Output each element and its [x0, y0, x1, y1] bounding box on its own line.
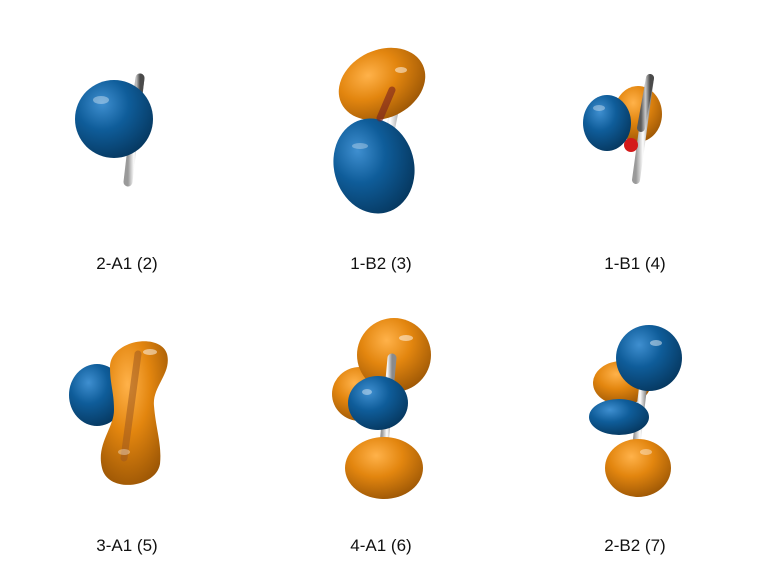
bond-stick	[637, 74, 654, 132]
lobe-highlight	[593, 105, 605, 111]
bond-stick	[120, 350, 142, 462]
orbital-panel-2b2: 2-B2 (7)	[508, 282, 762, 564]
orbital-panel-1b1: 1-B1 (4)	[508, 0, 762, 282]
orbital-label: 1-B2 (3)	[350, 254, 412, 273]
orbital-3a1-render	[69, 341, 168, 485]
negative-lobe	[583, 95, 631, 151]
lobe-highlight	[352, 143, 368, 149]
lobe-highlight	[362, 389, 372, 395]
lobe-highlight	[650, 340, 662, 346]
orbital-1b2-render	[333, 47, 426, 214]
orbital-panel-1b2: 1-B2 (3)	[254, 0, 508, 282]
lobe-highlight	[640, 449, 652, 455]
orbital-label: 2-B2 (7)	[604, 536, 666, 555]
orbital-label: 2-A1 (2)	[96, 254, 158, 273]
orbital-panel-2a1: 2-A1 (2)	[0, 0, 254, 282]
lobe-highlight	[143, 349, 157, 355]
negative-lobe	[348, 376, 408, 430]
positive-lobe	[338, 47, 426, 121]
lobe-highlight	[395, 67, 407, 73]
orbital-panel-4a1: 4-A1 (6)	[254, 282, 508, 564]
negative-lobe	[616, 325, 682, 391]
oxygen-atom	[624, 138, 638, 152]
lobe-highlight	[118, 449, 130, 455]
orbital-label: 1-B1 (4)	[604, 254, 666, 273]
orbital-2b2-render	[589, 325, 682, 497]
lobe-highlight	[93, 96, 109, 104]
negative-lobe	[75, 80, 153, 158]
lobe-highlight	[399, 335, 413, 341]
orbital-label: 4-A1 (6)	[350, 536, 412, 555]
orbital-panel-3a1: 3-A1 (5)	[0, 282, 254, 564]
negative-lobe	[589, 399, 649, 435]
positive-lobe	[345, 437, 423, 499]
negative-lobe	[333, 118, 415, 214]
oxygen-atom	[376, 86, 396, 122]
positive-lobe	[100, 341, 168, 485]
orbital-2a1-render	[75, 73, 153, 187]
positive-lobe	[605, 439, 671, 497]
orbital-label: 3-A1 (5)	[96, 536, 158, 555]
orbital-1b1-render	[583, 74, 662, 184]
orbital-4a1-render	[332, 318, 431, 499]
